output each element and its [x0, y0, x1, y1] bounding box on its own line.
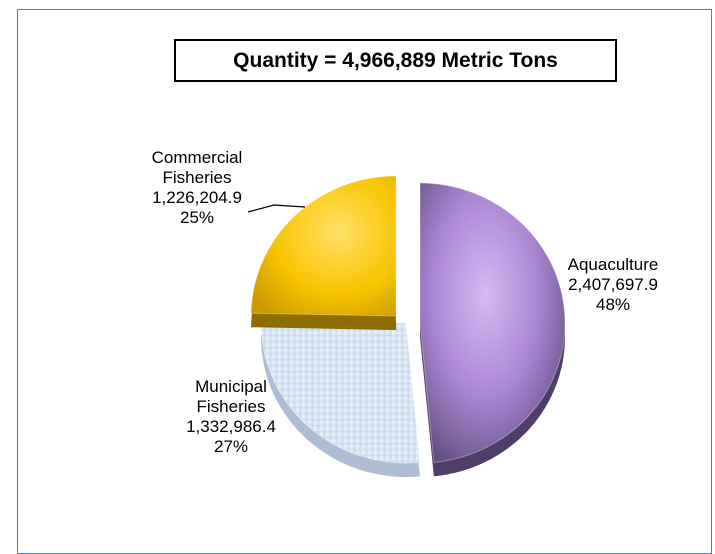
slice-commercial-fisheries	[250, 175, 397, 317]
leader-line-commercial-fisheries	[247, 204, 306, 213]
data-label-line: 2,407,697.9	[568, 275, 658, 294]
chart-title: Quantity = 4,966,889 Metric Tons	[174, 39, 617, 82]
data-label-commercial-fisheries: Commercial Fisheries 1,226,204.9 25%	[152, 148, 243, 227]
data-label-line: 1,226,204.9	[152, 188, 242, 207]
data-label-aquaculture: Aquaculture 2,407,697.9 48%	[568, 255, 659, 314]
leader-lines	[247, 204, 306, 213]
data-label-municipal-fisheries: Municipal Fisheries 1,332,986.4 27%	[186, 377, 276, 456]
data-label-line: Fisheries	[163, 168, 232, 187]
data-label-line: 48%	[596, 295, 630, 314]
data-label-line: 25%	[180, 208, 214, 227]
data-label-line: 1,332,986.4	[186, 417, 276, 436]
data-label-line: Fisheries	[197, 397, 266, 416]
slice-labels: Aquaculture 2,407,697.9 48%Municipal Fisher…	[152, 148, 659, 456]
slice-municipal-fisheries	[260, 319, 421, 464]
data-label-line: 27%	[214, 437, 248, 456]
data-label-line: Commercial	[152, 148, 243, 167]
pie-slices	[250, 175, 566, 477]
data-label-line: Aquaculture	[568, 255, 659, 274]
data-label-line: Municipal	[195, 377, 267, 396]
slice-aquaculture	[419, 182, 566, 463]
